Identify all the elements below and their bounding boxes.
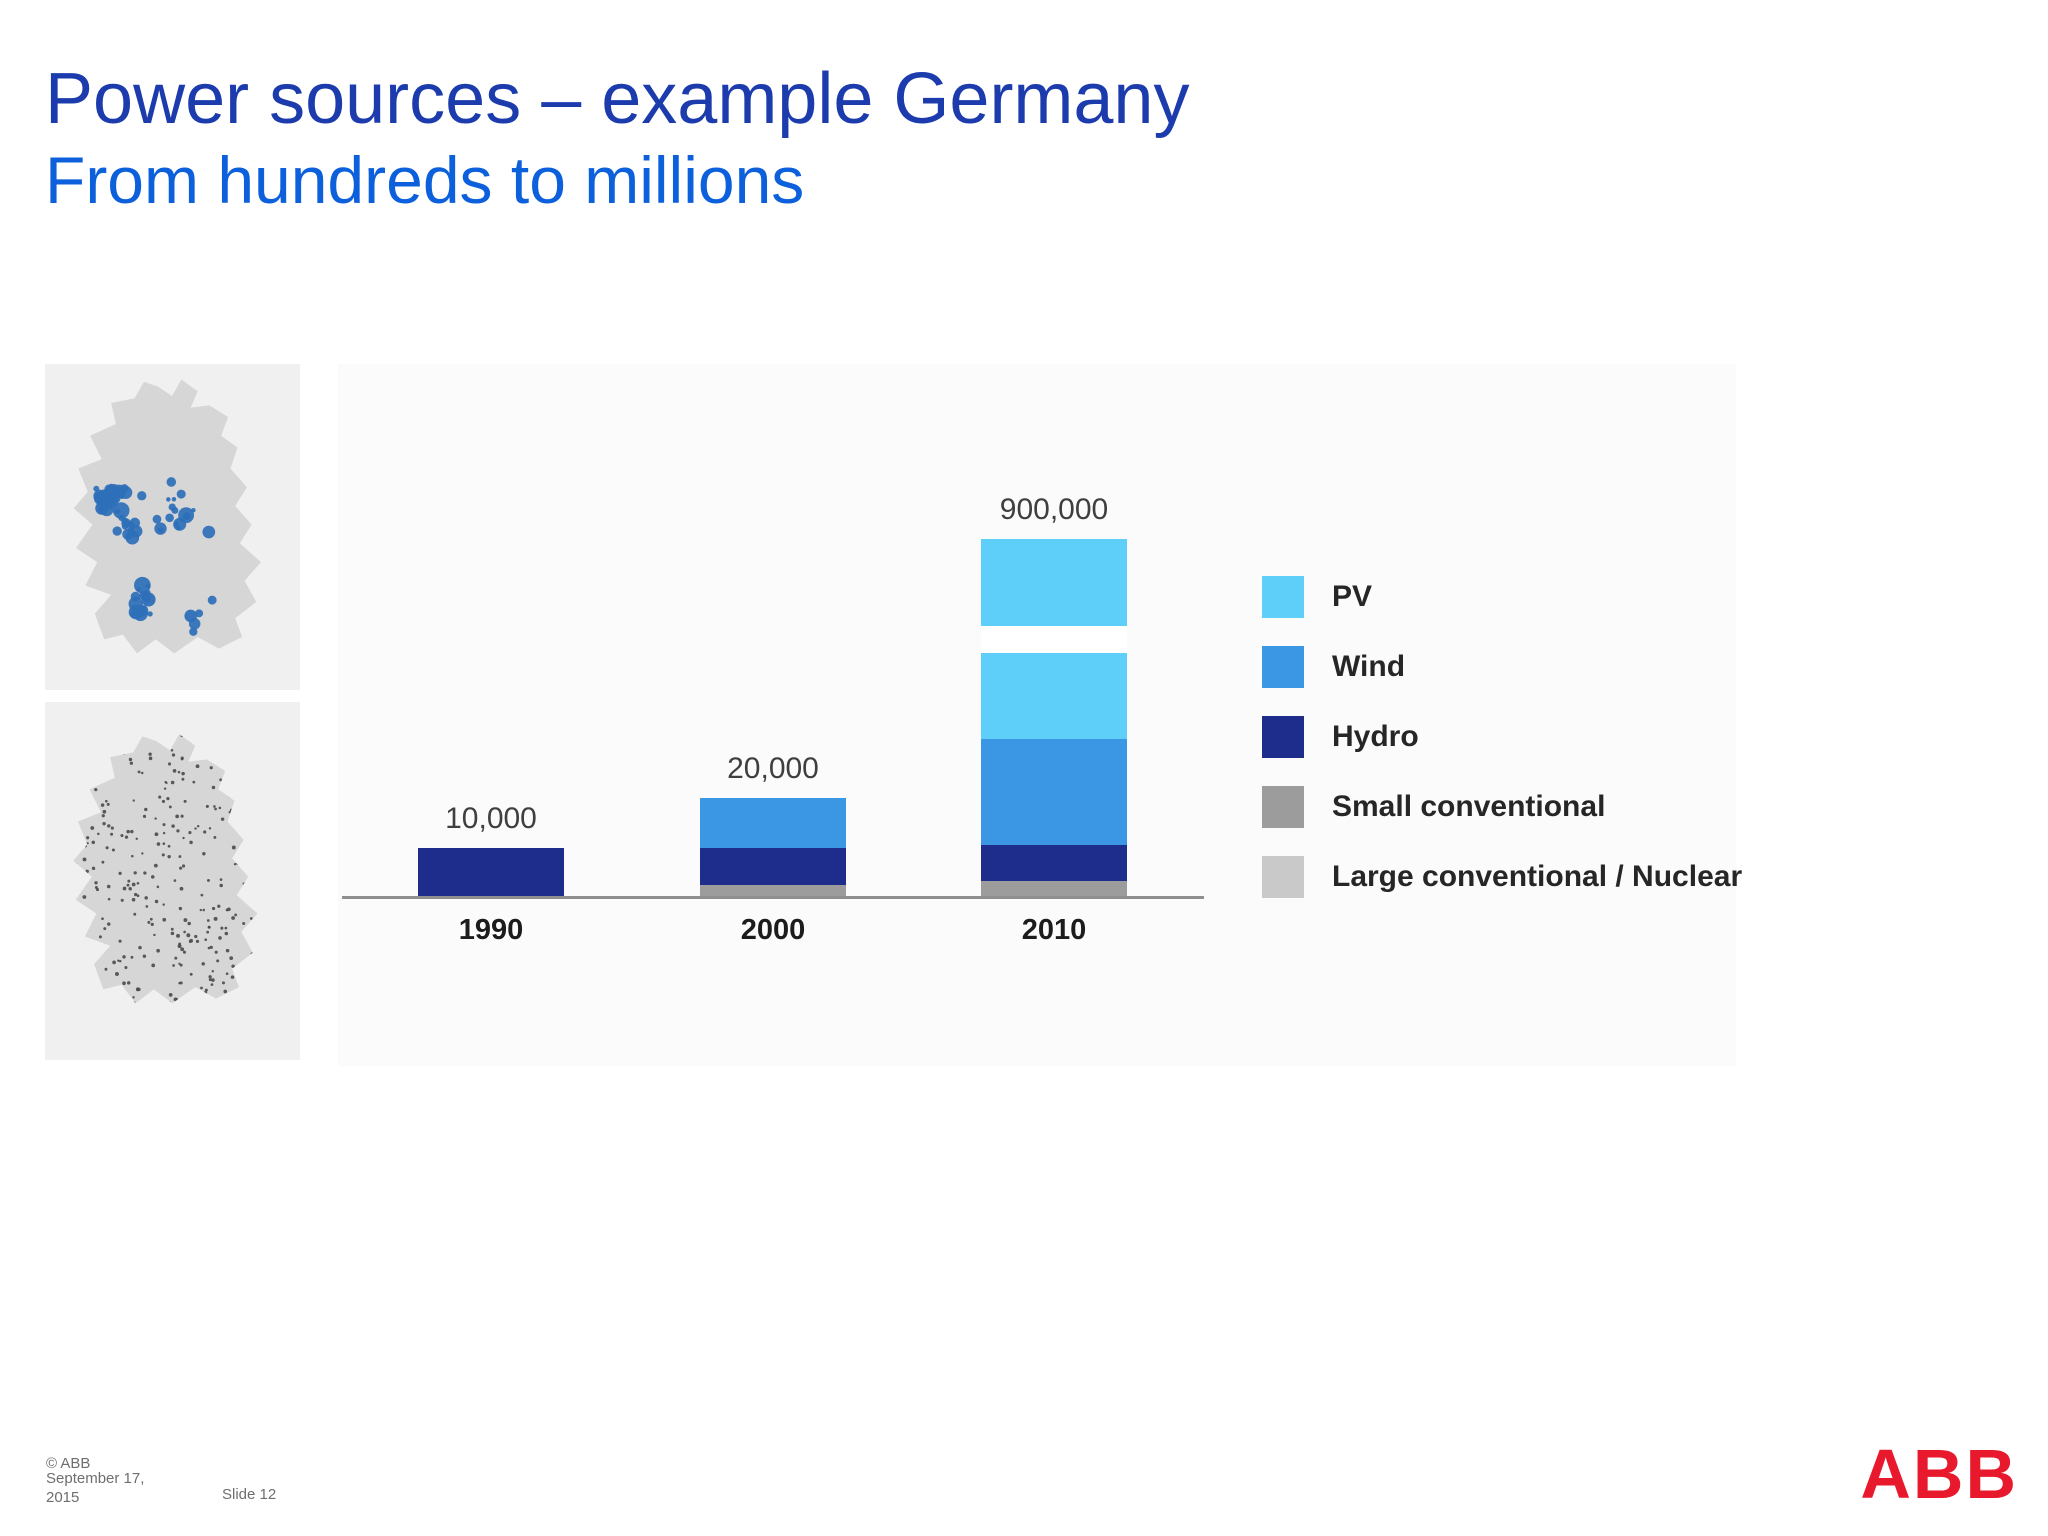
legend-row-small_conventional: Small conventional: [1262, 786, 1742, 828]
germany-outline: [73, 734, 258, 1004]
germany-map-top-svg: [73, 379, 261, 654]
legend-swatch-hydro: [1262, 716, 1304, 758]
footer-date: September 17, 2015: [46, 1470, 145, 1506]
legend-label-hydro: Hydro: [1332, 720, 1419, 753]
legend-label-small_conventional: Small conventional: [1332, 790, 1606, 823]
slide-title: Power sources – example Germany: [45, 59, 1190, 139]
legend-row-large_conventional: Large conventional / Nuclear: [1262, 856, 1742, 898]
legend-swatch-pv: [1262, 576, 1304, 618]
germany-map-bottom-svg: [73, 734, 258, 1004]
germany-map-distributed-sources: [45, 702, 300, 1060]
power-plant-dots: [93, 477, 217, 636]
footer-copyright: © ABB: [46, 1455, 91, 1472]
abb-logo: ABB: [1860, 1435, 2018, 1513]
footer-slide-number: Slide 12: [222, 1486, 277, 1503]
legend-label-pv: PV: [1332, 580, 1373, 613]
germany-map-clustered-plants: [45, 364, 300, 690]
chart-legend: PV Wind Hydro Small conventional Large conve…: [1262, 576, 1742, 926]
slide-subtitle: From hundreds to millions: [45, 142, 805, 217]
legend-swatch-wind: [1262, 646, 1304, 688]
legend-swatch-small_conventional: [1262, 786, 1304, 828]
legend-row-pv: PV: [1262, 576, 1742, 618]
legend-label-large_conventional: Large conventional / Nuclear: [1332, 860, 1743, 893]
legend-row-hydro: Hydro: [1262, 716, 1742, 758]
legend-label-wind: Wind: [1332, 650, 1406, 683]
legend-row-wind: Wind: [1262, 646, 1742, 688]
x-axis-line: [342, 896, 1204, 899]
legend-swatch-large_conventional: [1262, 856, 1304, 898]
title-block: Power sources – example Germany From hun…: [45, 58, 1189, 218]
